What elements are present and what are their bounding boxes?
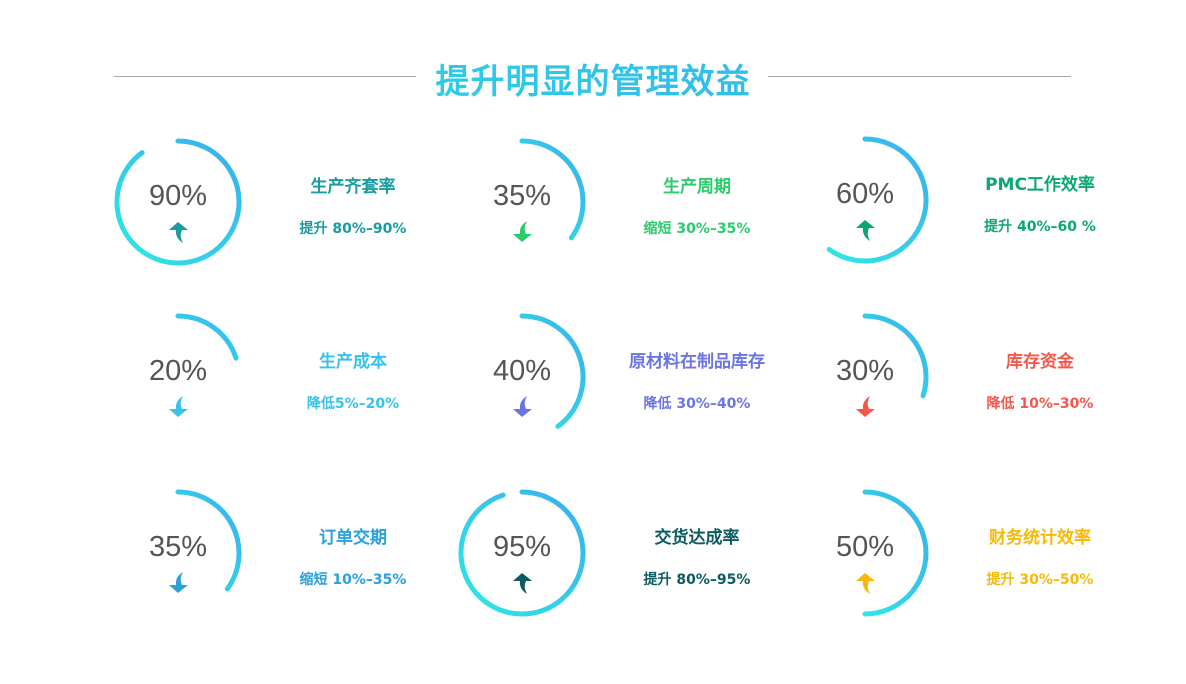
metric-label: 库存资金 xyxy=(1006,352,1074,372)
percent-value: 50% xyxy=(835,531,895,563)
arrow-down-icon xyxy=(513,221,532,242)
progress-arc xyxy=(826,136,929,264)
percent-value: 60% xyxy=(835,178,895,210)
page-title: 提升明显的管理效益 xyxy=(0,54,1186,103)
progress-ring xyxy=(519,313,586,429)
progress-arc xyxy=(519,313,586,429)
metric-card: 95% 交货达成率 提升 80%–95% xyxy=(452,483,782,623)
metric-range: 提升 80%–90% xyxy=(299,221,407,237)
percent-value: 35% xyxy=(148,531,208,563)
arrow-down-icon xyxy=(513,396,532,417)
progress-ring xyxy=(826,136,929,264)
percent-value: 35% xyxy=(492,180,552,212)
metric-range: 降低5%–20% xyxy=(306,396,400,412)
arrow-up-icon xyxy=(169,222,188,243)
progress-ring xyxy=(175,489,242,592)
arrow-up-icon xyxy=(513,573,532,594)
progress-ring xyxy=(114,138,242,266)
metric-range: 提升 80%–95% xyxy=(643,572,751,588)
metric-label: 财务统计效率 xyxy=(989,528,1091,548)
metric-card: 20% 生产成本 降低5%–20% xyxy=(108,307,438,447)
metric-card: 60% PMC工作效率 提升 40%–60 % xyxy=(795,130,1125,270)
progress-arc xyxy=(114,138,242,266)
title-divider-right xyxy=(768,76,1071,77)
arrow-up-icon xyxy=(856,220,875,241)
title-divider-left xyxy=(114,76,416,77)
arrow-down-icon xyxy=(169,396,188,417)
metric-range: 缩短 10%–35% xyxy=(299,572,407,588)
progress-ring xyxy=(862,313,929,399)
metric-card: 30% 库存资金 降低 10%–30% xyxy=(795,307,1125,447)
metric-label: 生产齐套率 xyxy=(310,177,396,197)
arrow-up-icon xyxy=(856,573,875,594)
progress-ring xyxy=(458,489,586,617)
percent-value: 40% xyxy=(492,355,552,387)
metric-range: 降低 30%–40% xyxy=(643,396,751,412)
progress-arc xyxy=(862,489,929,617)
progress-ring xyxy=(862,489,929,617)
percent-value: 20% xyxy=(148,355,208,387)
percent-value: 30% xyxy=(835,355,895,387)
progress-arc xyxy=(175,489,242,592)
metric-label: 交货达成率 xyxy=(654,528,740,548)
progress-arc xyxy=(175,313,239,361)
metric-label: 订单交期 xyxy=(319,528,387,548)
metric-range: 降低 10%–30% xyxy=(986,396,1094,412)
metric-card: 50% 财务统计效率 提升 30%–50% xyxy=(795,483,1125,623)
progress-ring xyxy=(519,138,586,241)
metric-label: PMC工作效率 xyxy=(985,175,1095,195)
percent-value: 95% xyxy=(492,531,552,563)
metric-card: 35% 订单交期 缩短 10%–35% xyxy=(108,483,438,623)
metric-label: 原材料在制品库存 xyxy=(629,352,765,372)
arrow-down-icon xyxy=(856,396,875,417)
metric-range: 缩短 30%–35% xyxy=(643,221,751,237)
percent-value: 90% xyxy=(148,180,208,212)
metric-range: 提升 30%–50% xyxy=(986,572,1094,588)
metric-card: 40% 原材料在制品库存 降低 30%–40% xyxy=(452,307,782,447)
progress-ring xyxy=(175,313,239,361)
metric-label: 生产成本 xyxy=(319,352,387,372)
progress-arc xyxy=(519,138,586,241)
metric-card: 35% 生产周期 缩短 30%–35% xyxy=(452,132,782,272)
metric-label: 生产周期 xyxy=(663,177,731,197)
arrow-down-icon xyxy=(169,572,188,593)
progress-arc xyxy=(458,489,586,617)
progress-arc xyxy=(862,313,929,399)
metric-range: 提升 40%–60 % xyxy=(984,219,1096,235)
metric-card: 90% 生产齐套率 提升 80%–90% xyxy=(108,132,438,272)
